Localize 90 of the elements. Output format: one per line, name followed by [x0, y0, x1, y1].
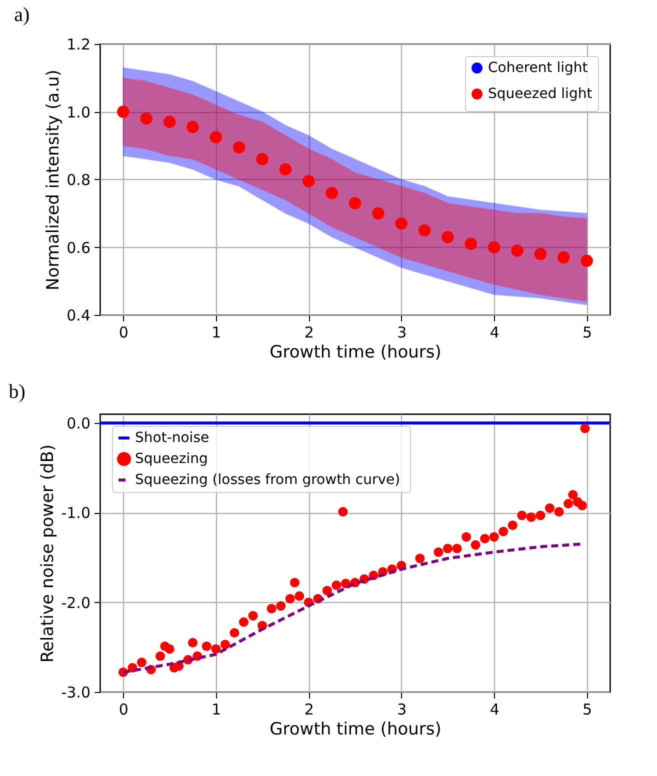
x-tick-label: 1: [212, 700, 222, 718]
point: [544, 503, 554, 513]
x-tick-label: 2: [304, 700, 314, 718]
x-tick-label: 1: [212, 324, 222, 342]
point: [489, 532, 499, 542]
legend-label: Squeezing (losses from growth curve): [135, 472, 400, 488]
point: [464, 238, 478, 250]
text: a): [14, 4, 30, 26]
point: [508, 520, 518, 530]
point: [163, 116, 176, 128]
point: [480, 534, 490, 544]
point: [210, 131, 222, 144]
legend-label: Shot-noise: [135, 430, 210, 446]
point: [511, 244, 524, 257]
point: [534, 248, 547, 260]
x-tick-label: 5: [582, 324, 592, 342]
y-tick-label: 0.4: [66, 306, 90, 324]
x-tick-label: 4: [490, 700, 500, 718]
point: [536, 510, 546, 520]
point: [442, 230, 454, 244]
point: [186, 120, 199, 134]
point: [470, 540, 480, 550]
point: [415, 554, 425, 564]
point: [498, 526, 508, 536]
point: [266, 604, 276, 614]
point: [279, 163, 292, 176]
point: [568, 490, 578, 500]
legend-label: Squeezed light: [488, 86, 593, 102]
x-tick-label: 0: [118, 324, 128, 342]
legend-label: Squeezing: [135, 451, 208, 467]
point: [488, 241, 500, 254]
point: [211, 644, 221, 654]
x-tick-label: 0: [118, 700, 128, 718]
y-tick-label: -2.0: [61, 594, 90, 612]
point: [434, 547, 444, 557]
point: [338, 507, 348, 516]
point: [276, 601, 286, 611]
point: [564, 498, 574, 508]
point: [164, 644, 174, 654]
point: [326, 186, 338, 200]
point: [418, 224, 431, 236]
y-tick-label: 0.0: [66, 414, 90, 432]
point: [230, 628, 240, 638]
point: [202, 642, 212, 651]
y-tick-label: 1.2: [66, 36, 90, 54]
point: [322, 586, 332, 596]
x-tick-label: 2: [304, 324, 314, 342]
point: [554, 507, 564, 516]
point: [188, 638, 198, 648]
y-tick-label: 0.6: [66, 238, 90, 257]
y-tick-label: -1.0: [61, 504, 90, 522]
point: [517, 510, 527, 520]
point: [580, 254, 593, 267]
point: [332, 580, 342, 590]
y-tick-label: -3.0: [61, 684, 90, 702]
text: b): [8, 381, 26, 403]
point: [558, 251, 570, 264]
x-tick-label: 5: [582, 700, 592, 718]
x-tick-label: 3: [397, 700, 407, 718]
point: [462, 532, 472, 542]
point: [140, 112, 152, 125]
legend-label: Coherent light: [488, 60, 588, 76]
point: [442, 544, 452, 554]
point: [526, 512, 536, 522]
point: [136, 658, 146, 668]
point: [302, 175, 315, 188]
x-tick-label: 3: [397, 324, 407, 342]
y-axis-title: Normalized intensity (a.u): [44, 70, 64, 290]
point: [156, 651, 166, 661]
y-tick-label: 1.0: [66, 103, 90, 122]
point: [117, 106, 130, 118]
point: [232, 141, 246, 154]
point: [452, 544, 462, 554]
y-tick-label: 0.8: [66, 171, 90, 189]
point: [238, 617, 248, 627]
y-axis-title: Relative noise power (dB): [38, 444, 58, 663]
point: [348, 197, 362, 210]
point: [220, 640, 230, 650]
point: [256, 153, 268, 166]
point: [580, 424, 590, 434]
point: [290, 578, 300, 588]
point: [577, 500, 587, 510]
x-axis-title: Growth time (hours): [270, 342, 442, 362]
point: [285, 594, 295, 604]
point: [248, 611, 258, 621]
point: [372, 207, 384, 220]
point: [294, 591, 304, 601]
point: [395, 217, 408, 230]
x-axis-title: Growth time (hours): [270, 720, 442, 740]
x-tick-label: 4: [490, 324, 500, 342]
